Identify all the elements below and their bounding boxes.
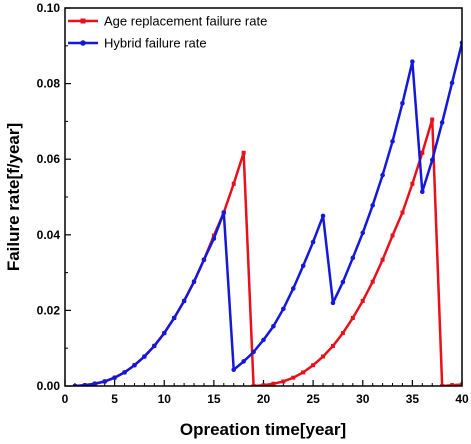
data-point	[340, 331, 345, 336]
y-tick-label: 0.08	[37, 77, 61, 91]
data-point	[171, 315, 177, 321]
data-point	[400, 100, 405, 106]
data-point	[450, 383, 455, 386]
data-point	[291, 375, 296, 380]
data-point	[360, 298, 365, 303]
data-point	[320, 213, 326, 219]
data-point	[340, 279, 346, 285]
data-point	[301, 370, 306, 375]
data-point	[430, 117, 435, 122]
data-point	[281, 379, 286, 384]
data-point	[400, 210, 405, 215]
legend: Age replacement failure rate Hybrid failu…	[68, 14, 267, 51]
data-point	[300, 263, 306, 269]
data-point	[191, 279, 197, 284]
data-point	[261, 337, 266, 343]
data-point	[201, 257, 207, 263]
legend-label: Age replacement failure rate	[104, 14, 267, 29]
data-point	[211, 236, 217, 241]
data-point	[251, 384, 256, 386]
data-point	[132, 362, 137, 368]
data-point	[102, 379, 107, 384]
x-tick-label: 0	[62, 392, 69, 406]
x-tick-label: 15	[207, 392, 221, 406]
data-point	[390, 233, 395, 238]
data-point	[271, 323, 276, 329]
data-point	[439, 120, 445, 125]
x-tick-label: 40	[455, 392, 469, 406]
data-point	[231, 367, 237, 373]
y-tick-label: 0.04	[37, 228, 61, 242]
data-point	[360, 230, 366, 236]
data-point	[460, 382, 462, 386]
x-tick-label: 25	[306, 392, 320, 406]
data-point	[261, 383, 266, 386]
data-point	[330, 300, 336, 306]
data-point	[181, 298, 187, 304]
legend-marker	[80, 40, 86, 46]
data-point	[122, 370, 127, 375]
x-tick-label: 20	[257, 392, 271, 406]
data-point	[390, 139, 395, 144]
series-line	[74, 42, 462, 386]
data-point	[440, 384, 445, 386]
y-tick-label: 0.00	[37, 379, 61, 393]
data-point	[241, 150, 246, 155]
data-point	[420, 189, 425, 195]
data-point	[112, 375, 117, 380]
series-1	[72, 117, 462, 386]
data-point	[311, 363, 316, 368]
data-point	[321, 354, 326, 359]
y-tick-label: 0.06	[37, 152, 61, 166]
series-line	[74, 118, 462, 386]
plot-frame	[64, 7, 463, 387]
data-point	[161, 330, 167, 336]
data-point	[330, 343, 335, 348]
data-point	[410, 59, 415, 64]
data-point	[380, 257, 385, 262]
y-tick-label: 0.02	[37, 303, 61, 317]
series-2	[72, 40, 462, 386]
data-point	[92, 381, 98, 386]
series-layer	[72, 40, 462, 386]
data-point	[370, 279, 375, 284]
x-tick-label: 10	[158, 392, 172, 406]
x-tick-label: 35	[406, 392, 420, 406]
data-point	[281, 306, 286, 312]
data-point	[251, 349, 256, 355]
y-tick-label: 0.10	[37, 1, 61, 15]
data-point	[290, 286, 296, 291]
data-point	[241, 359, 246, 364]
data-point	[350, 315, 355, 320]
data-point	[370, 203, 375, 208]
x-tick-label: 30	[356, 392, 370, 406]
legend-label: Hybrid failure rate	[104, 36, 207, 51]
data-point	[231, 181, 236, 186]
x-axis-title: Opreation time[year]	[180, 420, 346, 439]
data-point	[420, 150, 425, 155]
legend-marker	[80, 18, 86, 24]
data-point	[310, 239, 316, 245]
y-axis-title: Failure rate[f/year]	[4, 123, 23, 271]
data-point	[221, 210, 227, 215]
data-point	[449, 80, 455, 86]
data-point	[350, 255, 356, 261]
data-point	[142, 354, 147, 359]
data-point	[380, 172, 385, 178]
data-point	[152, 343, 157, 349]
data-point	[410, 181, 415, 186]
data-point	[429, 157, 435, 163]
data-point	[271, 381, 276, 386]
data-point	[82, 382, 88, 386]
x-tick-label: 5	[111, 392, 118, 406]
